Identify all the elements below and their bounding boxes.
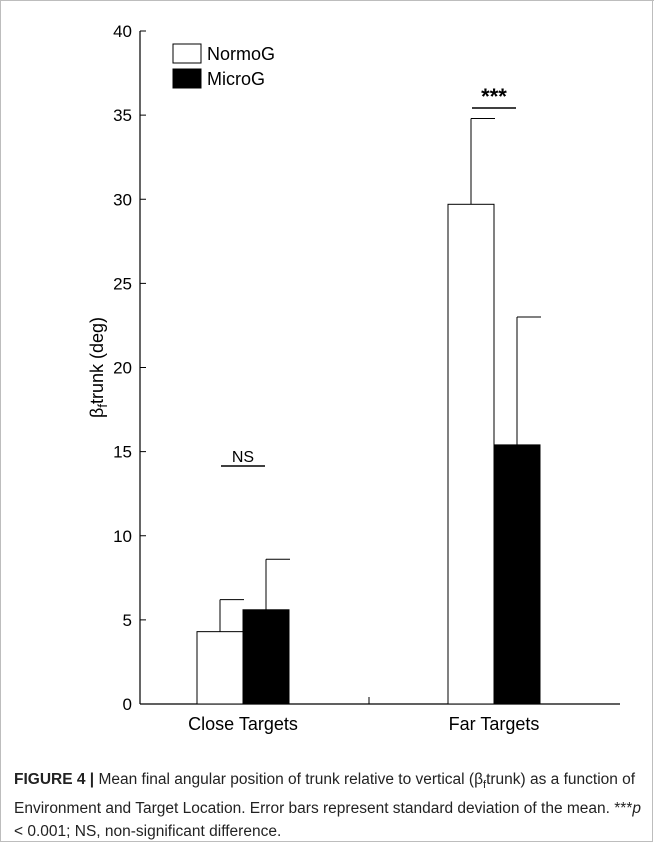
legend-label-0: NormoG: [207, 44, 275, 64]
y-tick-label-40: 40: [113, 22, 132, 41]
bar-1-1: [493, 444, 541, 705]
bar-chart: 0 5 10 15 20 25 30 35 40 βftrunk (deg) Close Targe…: [87, 22, 620, 734]
y-tick-label-10: 10: [113, 527, 132, 546]
y-tick-label-0: 0: [123, 695, 132, 714]
caption-text: Mean final angular position of trunk rel…: [94, 771, 483, 788]
y-tick-label-5: 5: [123, 611, 132, 630]
annotation-label-1: ***: [481, 84, 507, 109]
annotation-label-0: NS: [232, 449, 254, 466]
y-tick-label-25: 25: [113, 274, 132, 293]
figure-caption: FIGURE 4 | Mean final angular position o…: [14, 768, 644, 843]
y-axis-label: βftrunk (deg): [87, 317, 110, 418]
y-tick-label-30: 30: [113, 190, 132, 209]
bar-1-0: [242, 609, 290, 705]
caption-label: FIGURE 4 |: [14, 771, 95, 788]
caption-sub: f: [483, 779, 487, 792]
y-tick-label-35: 35: [113, 106, 132, 125]
y-tick-label-15: 15: [113, 443, 132, 462]
bar-0-1: [447, 203, 495, 705]
legend-swatch-1: [172, 68, 202, 89]
caption-box: [0, 762, 652, 842]
y-tick-label-20: 20: [113, 359, 132, 378]
legend-swatch-0: [172, 43, 202, 64]
y-axis-label-rest: trunk (deg): [87, 317, 107, 404]
figure-frame-right: [652, 0, 653, 842]
bar-0-0: [196, 631, 244, 705]
figure-frame-top: [0, 0, 654, 1]
y-axis-label-sub: f: [95, 404, 110, 408]
caption-p: p: [632, 800, 641, 818]
legend-label-1: MicroG: [207, 69, 265, 89]
y-axis-label-main: β: [87, 408, 107, 418]
x-tick-label-1: Far Targets: [449, 714, 540, 734]
figure-frame-left: [0, 0, 1, 762]
caption-text-3: < 0.001; NS, non-significant difference.: [14, 823, 282, 841]
x-tick-label-0: Close Targets: [188, 714, 298, 734]
caption-text-2: trunk) as a function of Environment and …: [14, 771, 636, 818]
